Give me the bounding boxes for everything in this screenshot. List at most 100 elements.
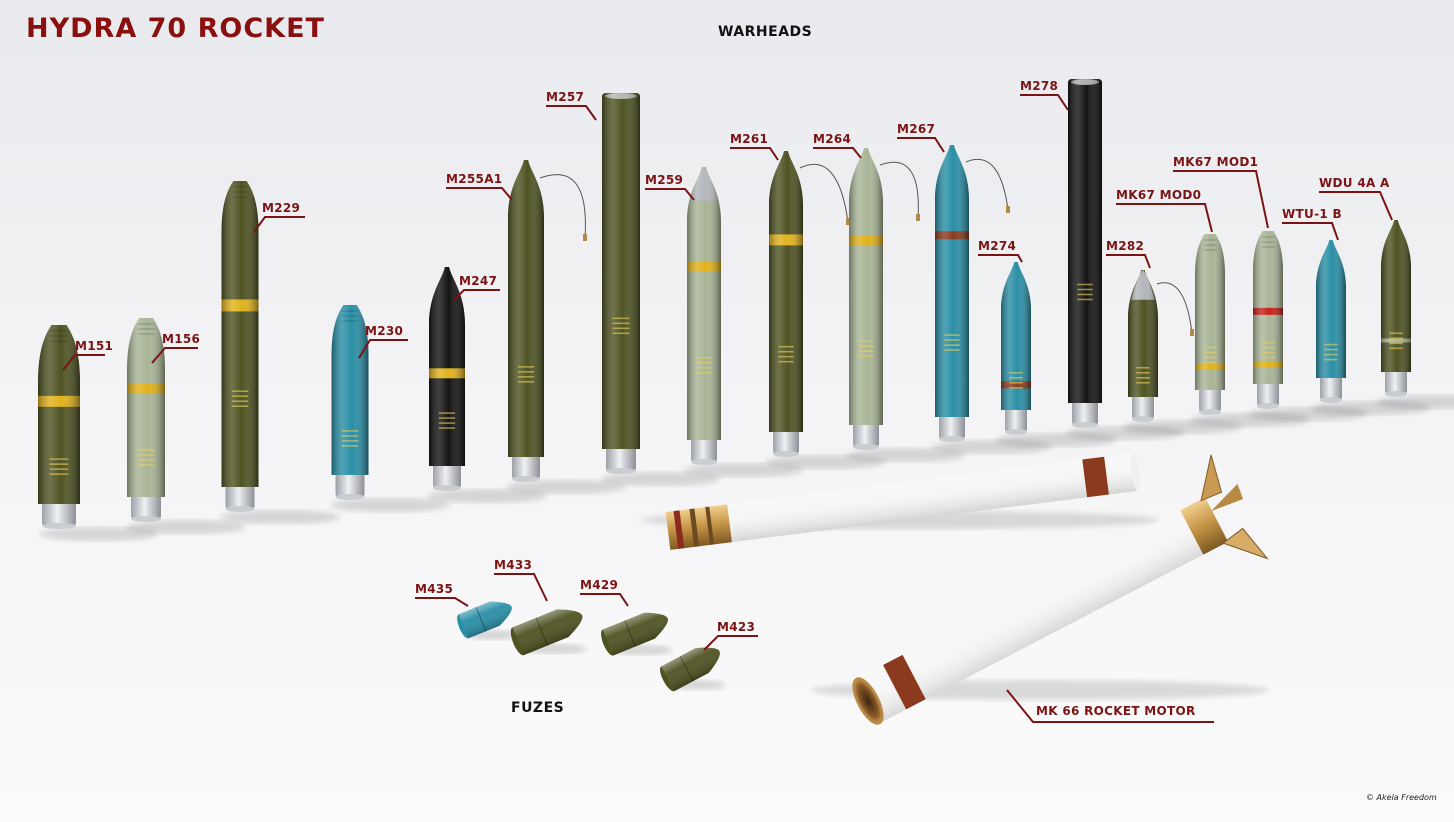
warhead-base-rim	[1199, 409, 1221, 415]
warhead-leader-m259	[645, 188, 695, 201]
warhead-mk67-mod1: MK67 MOD1	[1173, 155, 1368, 421]
warhead-stencil	[231, 400, 249, 403]
fuze-leader-m433	[494, 573, 548, 602]
warhead-stencil	[1077, 298, 1093, 301]
fuze-label-m433: M433	[494, 558, 532, 572]
warhead-stencil	[778, 350, 794, 353]
warhead-base-rim	[225, 506, 255, 512]
warhead-base-cap	[1320, 376, 1342, 400]
warhead-stencil	[1077, 293, 1093, 296]
warhead-leader-m267	[897, 137, 945, 153]
warhead-stencil	[438, 412, 456, 414]
fuze-seam	[679, 656, 694, 682]
warhead-base-rim	[335, 494, 365, 500]
warhead-base-cap	[1385, 370, 1407, 394]
warhead-stencil	[612, 332, 630, 335]
warhead-stencil	[1324, 348, 1338, 351]
warhead-base-rim	[1320, 397, 1342, 403]
motor-label-group: MK 66 ROCKET MOTOR	[1006, 689, 1214, 723]
warhead-stencil	[1389, 332, 1403, 335]
warhead-stencil	[1203, 346, 1217, 349]
warhead-base-cap	[225, 485, 255, 509]
warhead-base-cap	[939, 415, 965, 439]
warhead-label-m267: M267	[897, 122, 935, 136]
warhead-stencil	[696, 361, 712, 364]
warhead-base-cap	[1005, 408, 1027, 432]
warhead-label-wtu-1-b: WTU-1 B	[1282, 207, 1342, 221]
warhead-shadow	[126, 520, 246, 534]
warhead-m264: M264	[813, 132, 966, 462]
warhead-stencil	[1261, 351, 1275, 354]
warhead-base-cap	[853, 423, 879, 447]
warhead-stencil	[1136, 371, 1150, 374]
warhead-shading	[429, 267, 465, 466]
warhead-base-rim	[691, 459, 717, 465]
fuze-m435: M435	[415, 582, 517, 640]
warhead-lanyard	[965, 158, 1009, 211]
warhead-wtu-1-b: WTU-1 B	[1282, 207, 1431, 415]
warhead-stencil	[137, 459, 155, 461]
fuze-leader-m429	[580, 593, 629, 607]
warhead-label-m230: M230	[365, 324, 403, 338]
warhead-shadow	[846, 448, 966, 462]
fuze-m423: M423	[660, 620, 758, 692]
warhead-stencil	[438, 427, 456, 429]
warhead-stencil	[1261, 341, 1275, 344]
warhead-lanyard-clip	[583, 234, 587, 241]
warhead-stencil	[231, 395, 249, 398]
warhead-leader-m151	[62, 354, 105, 371]
warhead-leader-m156	[151, 347, 198, 364]
warhead-label-m156: M156	[162, 332, 200, 346]
warhead-shading	[38, 325, 80, 504]
warhead-wdu-4a-a: WDU 4A A	[1319, 176, 1454, 409]
warhead-shading	[1128, 270, 1158, 397]
warhead-stencil	[438, 422, 456, 424]
warhead-leader-m261	[730, 147, 779, 161]
warhead-stencil	[1009, 387, 1023, 389]
warhead-shading	[508, 160, 544, 457]
warhead-stencil	[1389, 347, 1403, 350]
warhead-m282: M282	[1106, 239, 1243, 434]
warhead-m278: M278	[1020, 79, 1185, 440]
warhead-stencil	[1136, 376, 1150, 379]
warhead-base-rim	[131, 516, 161, 522]
fuze-shading	[458, 601, 512, 639]
warhead-stencil	[341, 430, 359, 432]
warhead-label-m278: M278	[1020, 79, 1058, 93]
warhead-stencil	[1203, 356, 1217, 359]
warhead-stencil	[49, 458, 69, 460]
warhead-base-rim	[773, 451, 799, 457]
warhead-shadow	[39, 527, 159, 541]
warhead-base-cap	[131, 495, 161, 519]
warhead-stencil	[858, 355, 874, 358]
warhead-label-m261: M261	[730, 132, 768, 146]
fuze-shading	[512, 609, 583, 656]
warhead-m261: M261	[730, 132, 886, 469]
rocket-motor-lower	[810, 454, 1270, 725]
motor-label-leader	[1006, 689, 1214, 723]
warhead-base-rim	[512, 476, 540, 482]
warhead-label-m247: M247	[459, 274, 497, 288]
warhead-shading	[602, 93, 640, 449]
warhead-stencil	[696, 356, 712, 359]
warhead-base-rim	[433, 485, 461, 491]
warhead-lanyard	[539, 174, 586, 239]
warhead-m255a1: M255A1	[446, 160, 626, 494]
fuze-label-m423: M423	[717, 620, 755, 634]
warhead-lanyard	[879, 161, 919, 219]
warhead-base-cap	[433, 464, 461, 488]
warhead-stencil	[1077, 288, 1093, 291]
warhead-base-cap	[1199, 388, 1221, 412]
warhead-lanyard	[1156, 282, 1193, 334]
warhead-stencil	[1324, 353, 1338, 356]
warhead-shading	[1001, 262, 1031, 410]
fuze-seam	[535, 617, 548, 646]
warhead-stencil	[341, 435, 359, 437]
warhead-shading	[687, 167, 721, 440]
warhead-shadow	[330, 498, 450, 512]
warhead-leader-m257	[546, 105, 597, 121]
warhead-stencil	[944, 349, 960, 351]
warhead-shadow	[601, 472, 721, 486]
